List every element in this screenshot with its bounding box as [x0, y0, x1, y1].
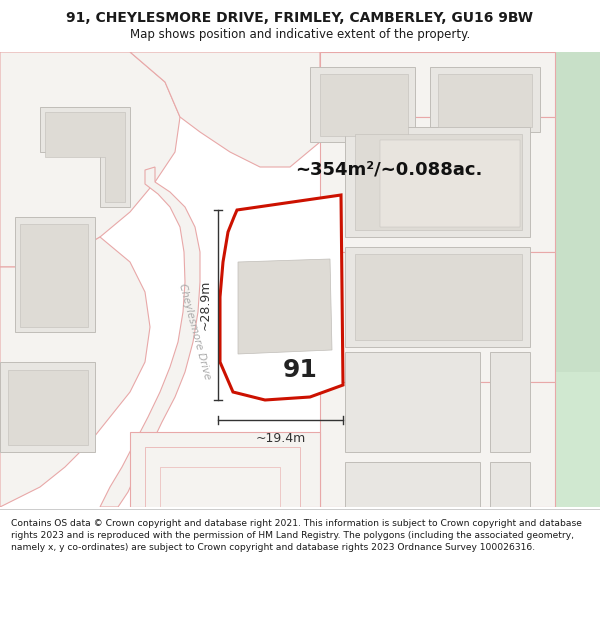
Text: ~28.9m: ~28.9m [199, 280, 212, 330]
Polygon shape [430, 67, 540, 132]
Polygon shape [0, 52, 180, 267]
Polygon shape [490, 462, 530, 507]
Polygon shape [320, 52, 555, 507]
Text: 91: 91 [283, 358, 317, 382]
Polygon shape [355, 254, 522, 340]
Polygon shape [345, 247, 530, 347]
Polygon shape [320, 117, 555, 252]
Polygon shape [20, 224, 88, 327]
Polygon shape [145, 447, 300, 507]
Polygon shape [40, 107, 130, 207]
Text: Contains OS data © Crown copyright and database right 2021. This information is : Contains OS data © Crown copyright and d… [11, 519, 581, 552]
Text: 91, CHEYLESMORE DRIVE, FRIMLEY, CAMBERLEY, GU16 9BW: 91, CHEYLESMORE DRIVE, FRIMLEY, CAMBERLE… [67, 11, 533, 26]
Polygon shape [45, 112, 125, 202]
Polygon shape [490, 352, 530, 452]
Polygon shape [0, 362, 95, 452]
Polygon shape [160, 467, 280, 507]
Polygon shape [438, 74, 532, 127]
Polygon shape [310, 67, 415, 142]
Polygon shape [8, 370, 88, 445]
Polygon shape [130, 52, 320, 167]
Text: ~354m²/~0.088ac.: ~354m²/~0.088ac. [295, 161, 482, 179]
Polygon shape [345, 352, 480, 452]
Text: Cheylesmore Drive: Cheylesmore Drive [178, 283, 212, 381]
Polygon shape [320, 74, 408, 136]
Polygon shape [380, 140, 520, 227]
Polygon shape [345, 462, 480, 507]
Polygon shape [555, 52, 600, 372]
Polygon shape [15, 217, 95, 332]
Polygon shape [355, 134, 522, 230]
Polygon shape [220, 195, 343, 400]
Polygon shape [320, 52, 555, 117]
Polygon shape [555, 52, 600, 507]
Polygon shape [130, 432, 320, 507]
Polygon shape [0, 237, 150, 507]
Polygon shape [345, 127, 530, 237]
Polygon shape [320, 382, 555, 507]
Polygon shape [320, 252, 555, 382]
Text: Map shows position and indicative extent of the property.: Map shows position and indicative extent… [130, 28, 470, 41]
Polygon shape [238, 259, 332, 354]
Polygon shape [100, 167, 200, 507]
Text: ~19.4m: ~19.4m [256, 432, 305, 445]
